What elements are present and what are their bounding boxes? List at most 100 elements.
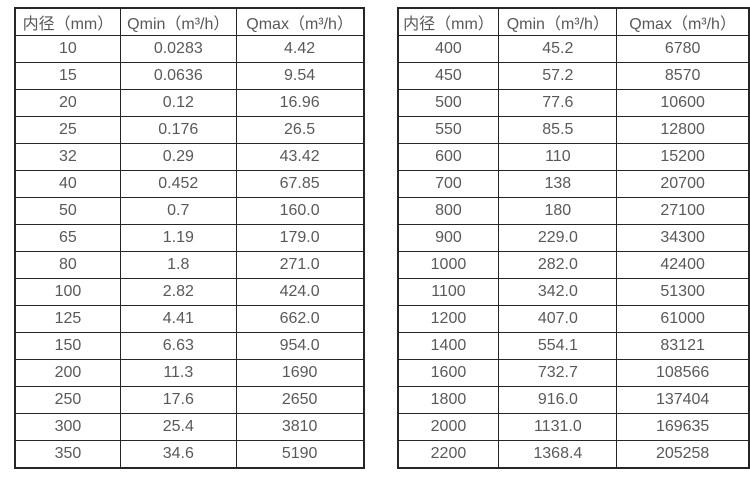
table-row: 32 0.29 43.42 <box>14 143 365 171</box>
table-cell: 300 <box>14 413 121 441</box>
table-cell: 6780 <box>616 35 750 63</box>
table-row: 900 229.0 34300 <box>396 224 750 252</box>
table-cell: 3810 <box>235 413 365 441</box>
table-cell: 250 <box>14 386 121 414</box>
table-cell: 16.96 <box>235 89 365 117</box>
table-row: 125 4.41 662.0 <box>14 305 365 333</box>
table-cell: 15 <box>14 62 121 90</box>
table-cell: 282.0 <box>498 251 618 279</box>
table-cell: 15200 <box>616 143 750 171</box>
table-cell: 138 <box>498 170 618 198</box>
table-cell: 4.41 <box>119 305 237 333</box>
table-row: 1100 342.0 51300 <box>396 278 750 306</box>
header-row: 内径（mm） Qmin（m³/h） Qmax（m³/h） <box>14 7 365 36</box>
table-cell: 662.0 <box>235 305 365 333</box>
table-cell: 1800 <box>396 386 500 414</box>
table-cell: 0.12 <box>119 89 237 117</box>
large-diameter-table: 内径（mm） Qmin（m³/h） Qmax（m³/h） 400 45.2 6780 450… <box>396 7 750 469</box>
table-cell: 800 <box>396 197 500 225</box>
table-cell: 10600 <box>616 89 750 117</box>
table-row: 15 0.0636 9.54 <box>14 62 365 90</box>
column-header: 内径（mm） <box>14 7 121 36</box>
table-cell: 2.82 <box>119 278 237 306</box>
table-row: 600 110 15200 <box>396 143 750 171</box>
table-cell: 0.7 <box>119 197 237 225</box>
table-cell: 110 <box>498 143 618 171</box>
table-cell: 42400 <box>616 251 750 279</box>
table-cell: 1000 <box>396 251 500 279</box>
table-row: 1600 732.7 108566 <box>396 359 750 387</box>
table-cell: 83121 <box>616 332 750 360</box>
table-row: 550 85.5 12800 <box>396 116 750 144</box>
table-cell: 550 <box>396 116 500 144</box>
table-row: 100 2.82 424.0 <box>14 278 365 306</box>
table-cell: 0.0636 <box>119 62 237 90</box>
table-cell: 916.0 <box>498 386 618 414</box>
table-cell: 205258 <box>616 440 750 469</box>
table-row: 50 0.7 160.0 <box>14 197 365 225</box>
table-cell: 57.2 <box>498 62 618 90</box>
table-cell: 108566 <box>616 359 750 387</box>
table-row: 800 180 27100 <box>396 197 750 225</box>
table-cell: 100 <box>14 278 121 306</box>
table-cell: 350 <box>14 440 121 469</box>
column-header: Qmax（m³/h） <box>616 7 750 36</box>
table-cell: 34.6 <box>119 440 237 469</box>
table-cell: 450 <box>396 62 500 90</box>
table-cell: 51300 <box>616 278 750 306</box>
table-row: 20 0.12 16.96 <box>14 89 365 117</box>
table-cell: 61000 <box>616 305 750 333</box>
table-cell: 45.2 <box>498 35 618 63</box>
table-cell: 150 <box>14 332 121 360</box>
table-row: 400 45.2 6780 <box>396 35 750 63</box>
table-cell: 6.63 <box>119 332 237 360</box>
table-cell: 25.4 <box>119 413 237 441</box>
table-row: 2200 1368.4 205258 <box>396 440 750 469</box>
table-cell: 407.0 <box>498 305 618 333</box>
table-cell: 900 <box>396 224 500 252</box>
table-cell: 1.8 <box>119 251 237 279</box>
column-header: Qmin（m³/h） <box>119 7 237 36</box>
table-cell: 4.42 <box>235 35 365 63</box>
table-cell: 20 <box>14 89 121 117</box>
table-cell: 229.0 <box>498 224 618 252</box>
table-cell: 125 <box>14 305 121 333</box>
table-cell: 77.6 <box>498 89 618 117</box>
table-row: 10 0.0283 4.42 <box>14 35 365 63</box>
table-cell: 8570 <box>616 62 750 90</box>
table-row: 1200 407.0 61000 <box>396 305 750 333</box>
table-cell: 17.6 <box>119 386 237 414</box>
table-cell: 2200 <box>396 440 500 469</box>
small-diameter-table: 内径（mm） Qmin（m³/h） Qmax（m³/h） 10 0.0283 4.42 15… <box>14 7 365 469</box>
table-cell: 2000 <box>396 413 500 441</box>
flow-rate-tables-page: 内径（mm） Qmin（m³/h） Qmax（m³/h） 10 0.0283 4.42 15… <box>14 7 750 469</box>
column-header: Qmax（m³/h） <box>235 7 365 36</box>
table-cell: 5190 <box>235 440 365 469</box>
table-cell: 25 <box>14 116 121 144</box>
table-cell: 85.5 <box>498 116 618 144</box>
table-row: 1800 916.0 137404 <box>396 386 750 414</box>
table-cell: 1600 <box>396 359 500 387</box>
table-cell: 137404 <box>616 386 750 414</box>
table-cell: 732.7 <box>498 359 618 387</box>
table-cell: 43.42 <box>235 143 365 171</box>
table-cell: 26.5 <box>235 116 365 144</box>
table-cell: 554.1 <box>498 332 618 360</box>
table-row: 250 17.6 2650 <box>14 386 365 414</box>
table-cell: 271.0 <box>235 251 365 279</box>
table-cell: 169635 <box>616 413 750 441</box>
table-cell: 40 <box>14 170 121 198</box>
table-cell: 11.3 <box>119 359 237 387</box>
column-header: 内径（mm） <box>396 7 500 36</box>
table-cell: 34300 <box>616 224 750 252</box>
table-row: 65 1.19 179.0 <box>14 224 365 252</box>
table-cell: 32 <box>14 143 121 171</box>
table-cell: 700 <box>396 170 500 198</box>
table-row: 25 0.176 26.5 <box>14 116 365 144</box>
table-cell: 0.452 <box>119 170 237 198</box>
table-row: 200 11.3 1690 <box>14 359 365 387</box>
table-cell: 65 <box>14 224 121 252</box>
table-cell: 0.176 <box>119 116 237 144</box>
table-cell: 500 <box>396 89 500 117</box>
table-row: 40 0.452 67.85 <box>14 170 365 198</box>
